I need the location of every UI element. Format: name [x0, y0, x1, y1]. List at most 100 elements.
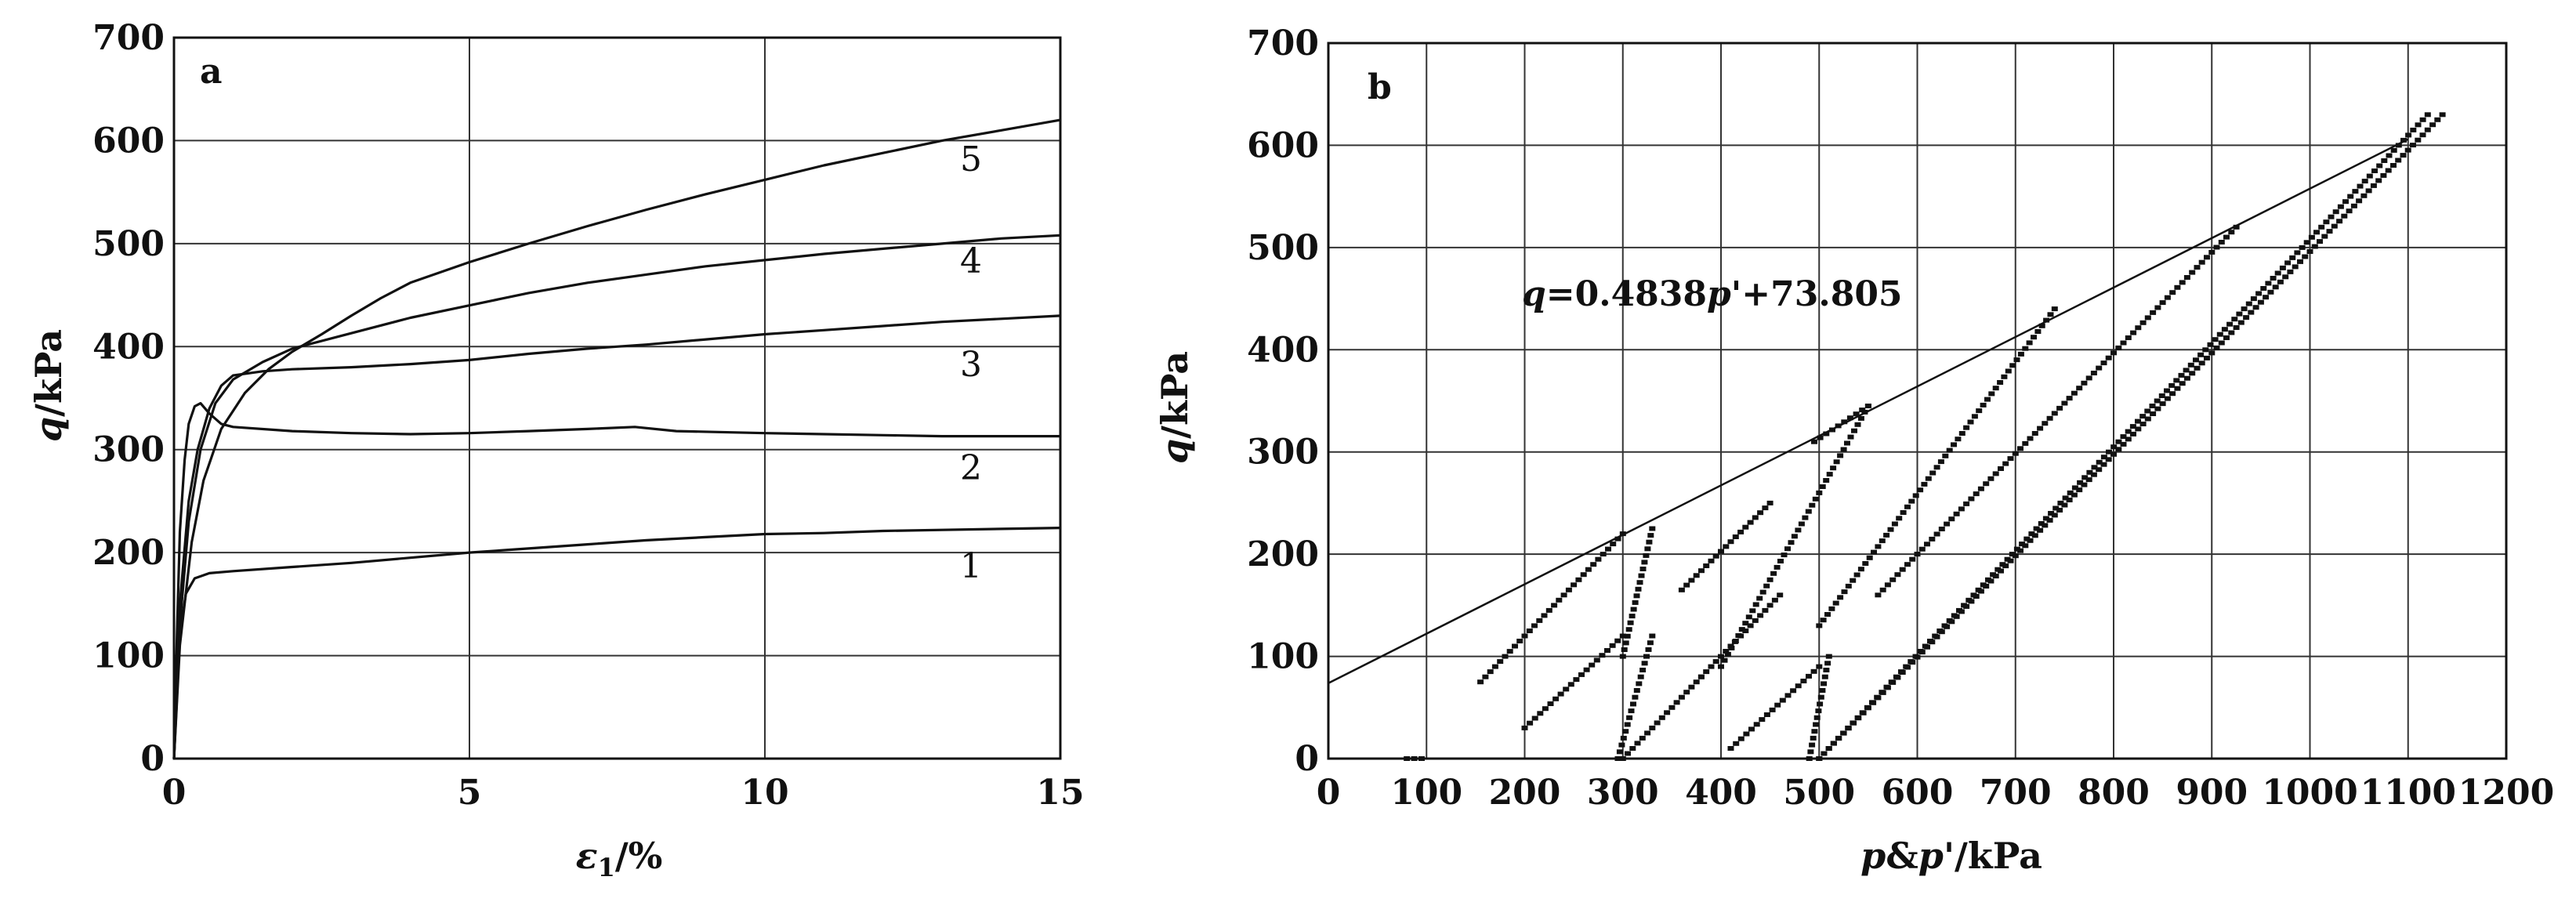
- data-point: [1614, 638, 1621, 643]
- data-point: [1766, 603, 1773, 608]
- data-point: [1816, 490, 1823, 495]
- data-point: [2125, 437, 2132, 442]
- data-point: [2260, 286, 2267, 291]
- data-point: [1813, 722, 1820, 727]
- data-point: [1636, 580, 1643, 585]
- data-point: [1698, 568, 1705, 574]
- data-point: [1747, 623, 1754, 629]
- data-point: [2221, 327, 2228, 332]
- data-point: [1973, 594, 1980, 599]
- data-point: [1824, 661, 1831, 666]
- data-point: [1753, 722, 1760, 727]
- data-point: [2302, 254, 2309, 259]
- data-point: [2071, 492, 2078, 498]
- data-point: [2434, 117, 2441, 122]
- data-point: [1854, 422, 1861, 427]
- panel-b-frame: [1327, 42, 2508, 760]
- data-point: [2179, 381, 2186, 386]
- data-point: [1573, 677, 1580, 683]
- data-point: [2135, 426, 2142, 432]
- data-point: [2017, 446, 2023, 451]
- data-point: [2178, 372, 2185, 378]
- data-point: [1831, 741, 1837, 746]
- data-point: [1819, 484, 1826, 489]
- data-point: [1742, 621, 1749, 626]
- data-point: [2062, 495, 2069, 501]
- data-point: [1683, 582, 1690, 588]
- data-point: [1933, 634, 1940, 639]
- panel-b-y-tick-label: 500: [1247, 228, 1319, 268]
- data-point: [1821, 674, 1828, 679]
- data-point: [2202, 347, 2209, 353]
- data-point: [1589, 662, 1596, 668]
- data-point: [1641, 560, 1648, 565]
- data-point: [2164, 295, 2171, 300]
- curve-label-3: 3: [960, 345, 982, 385]
- data-point: [2096, 365, 2103, 371]
- data-point: [2365, 188, 2372, 194]
- data-point: [1875, 592, 1882, 598]
- data-point: [2204, 355, 2210, 360]
- data-point: [1777, 559, 1784, 563]
- data-point: [1618, 742, 1625, 748]
- data-point: [1992, 386, 1999, 391]
- data-point: [2100, 455, 2107, 460]
- data-point: [2226, 321, 2234, 327]
- data-point: [2005, 368, 2012, 374]
- data-point: [1977, 589, 1984, 594]
- data-point: [1791, 534, 1798, 539]
- data-point: [1810, 668, 1817, 674]
- panel-b-x-tick-label: 700: [1980, 773, 2052, 813]
- data-point: [2174, 284, 2181, 290]
- data-point: [2366, 173, 2373, 179]
- data-point: [1795, 527, 1802, 533]
- panel-b-y-tick-label: 200: [1247, 534, 1319, 574]
- data-point: [1641, 661, 1648, 666]
- data-point: [1531, 623, 1538, 629]
- data-point: [1823, 668, 1830, 672]
- curve-3: [172, 314, 1061, 759]
- data-point: [2297, 259, 2303, 264]
- data-point: [2208, 249, 2216, 255]
- data-point: [2250, 296, 2257, 302]
- data-point: [1851, 428, 1857, 433]
- data-point: [1633, 593, 1640, 599]
- data-point: [1749, 608, 1756, 614]
- data-point: [2328, 214, 2335, 219]
- data-point: [1817, 701, 1824, 707]
- data-point: [2169, 391, 2176, 397]
- data-point: [1723, 649, 1730, 654]
- data-point: [1879, 587, 1886, 592]
- data-point: [1688, 684, 1695, 690]
- data-point: [1983, 584, 1990, 589]
- data-point: [1766, 500, 1773, 505]
- data-point: [1708, 558, 1715, 563]
- data-point: [2135, 418, 2141, 424]
- data-point: [2183, 375, 2190, 381]
- data-point: [2096, 459, 2103, 465]
- data-point: [1605, 546, 1611, 552]
- panel-b-y-tick-label: 300: [1247, 433, 1319, 473]
- panel-a-x-tick-label: 5: [458, 773, 482, 813]
- data-point: [1946, 447, 1953, 453]
- panel-b-xlabel-p2: p': [1918, 835, 1955, 877]
- data-point: [2223, 335, 2230, 340]
- data-point: [1637, 674, 1644, 679]
- data-point: [1870, 700, 1877, 705]
- data-point: [1727, 643, 1734, 649]
- panel-b-x-tick-label: 500: [1783, 773, 1855, 813]
- data-point: [2115, 447, 2122, 452]
- data-point: [2164, 396, 2171, 401]
- data-point: [2245, 301, 2252, 306]
- data-point: [2231, 317, 2238, 322]
- curve-label-2: 2: [960, 448, 982, 488]
- data-point: [1497, 659, 1504, 665]
- data-point: [2212, 337, 2219, 342]
- data-point: [1889, 577, 1897, 582]
- data-point: [2139, 320, 2147, 325]
- data-point: [2352, 189, 2359, 194]
- data-point: [2404, 147, 2411, 153]
- data-point: [1857, 567, 1864, 572]
- data-point: [1784, 693, 1792, 698]
- data-point: [1921, 481, 1928, 487]
